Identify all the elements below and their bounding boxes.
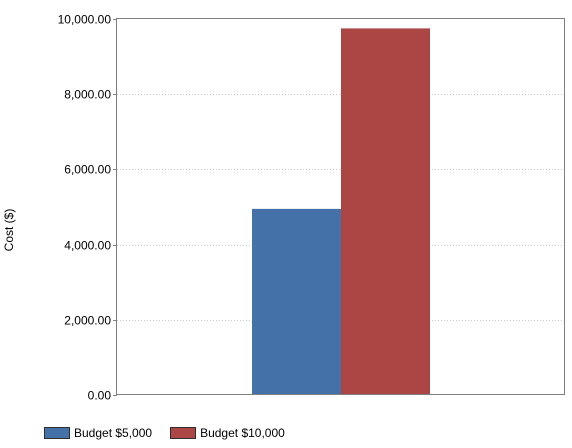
y-axis-ticks: 0.00 2,000.00 4,000.00 6,000.00 8,000.00 10,0… (58, 13, 117, 403)
y-tick-label: 10,000.00 (58, 13, 112, 27)
y-axis-title: Cost ($) (2, 209, 16, 252)
bar-budget-5000 (252, 208, 341, 395)
bars (252, 28, 430, 396)
y-tick-label: 4,000.00 (64, 239, 111, 253)
legend-swatch (170, 427, 197, 439)
y-tick-label: 8,000.00 (64, 88, 111, 102)
bar-budget-10000 (341, 28, 430, 396)
legend: Budget $5,000 Budget $10,000 (44, 426, 285, 440)
legend-item-budget-10000: Budget $10,000 (170, 426, 285, 440)
legend-label: Budget $10,000 (200, 426, 285, 440)
legend-swatch (44, 427, 70, 439)
legend-label: Budget $5,000 (74, 426, 153, 440)
y-tick-label: 6,000.00 (64, 163, 111, 177)
y-tick-label: 2,000.00 (64, 314, 111, 328)
y-tick-label: 0.00 (88, 389, 112, 403)
plot-area (116, 18, 565, 395)
legend-item-budget-5000: Budget $5,000 (44, 426, 152, 440)
